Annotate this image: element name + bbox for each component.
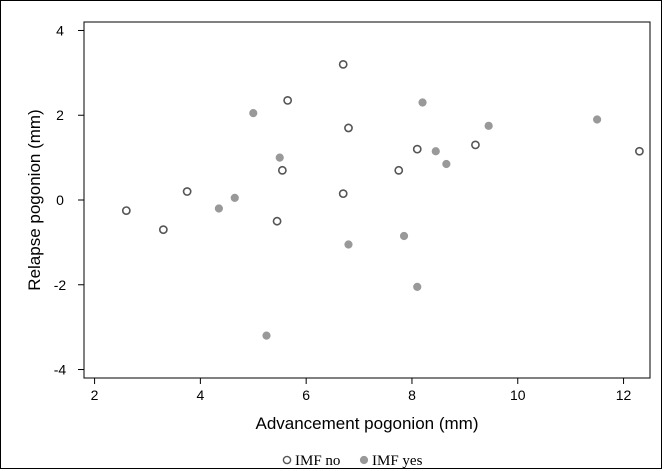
point-imf-yes [230,193,239,202]
y-tick-label: 4 [56,22,64,38]
point-imf-yes [593,115,602,124]
x-tick-label: 10 [510,387,526,403]
x-tick-label: 4 [196,387,204,403]
point-imf-no [338,189,348,199]
point-imf-yes [344,240,353,249]
point-imf-no [471,140,480,150]
point-imf-no [635,146,644,156]
point-imf-yes [275,153,284,162]
point-imf-no [182,187,192,196]
y-tick-label: 2 [56,107,64,123]
point-imf-yes [484,121,493,130]
y-tick-label: -2 [54,277,67,293]
legend: IMF no IMF yes [282,453,423,469]
y-tick-label: 0 [56,192,64,208]
point-imf-yes [214,204,223,213]
legend-marker-imf-no [282,455,292,465]
point-imf-yes [431,147,440,156]
legend-label-imf-no: IMF no [295,453,340,469]
point-imf-yes [413,282,422,291]
plot-border [83,21,651,379]
point-imf-yes [249,109,258,118]
point-imf-no [277,165,287,175]
y-axis-title: Relapse pogonion (mm) [25,109,44,290]
point-imf-yes [399,231,409,241]
point-imf-no [272,216,282,226]
point-imf-no [158,225,168,235]
point-imf-no [338,59,348,69]
point-imf-no [394,165,404,175]
x-axis-title: Advancement pogonion (mm) [255,414,478,433]
point-imf-no [412,144,422,154]
x-tick-label: 8 [408,387,416,403]
point-imf-yes [262,331,271,340]
x-tick-label: 2 [91,387,99,403]
y-axis-ticks: -4 -2 0 2 4 [54,22,84,378]
point-imf-no [283,96,293,105]
point-imf-no [121,206,131,215]
legend-label-imf-yes: IMF yes [372,453,423,469]
x-axis-ticks: 2 4 6 8 10 12 [91,378,632,403]
data-points [121,59,644,340]
y-tick-label: -4 [54,362,67,378]
point-imf-yes [442,159,451,169]
point-imf-yes [418,98,427,107]
legend-marker-imf-yes [359,455,369,465]
x-tick-label: 12 [616,387,632,403]
x-tick-label: 6 [302,387,310,403]
plot-area [83,21,651,379]
point-imf-no [344,123,353,133]
